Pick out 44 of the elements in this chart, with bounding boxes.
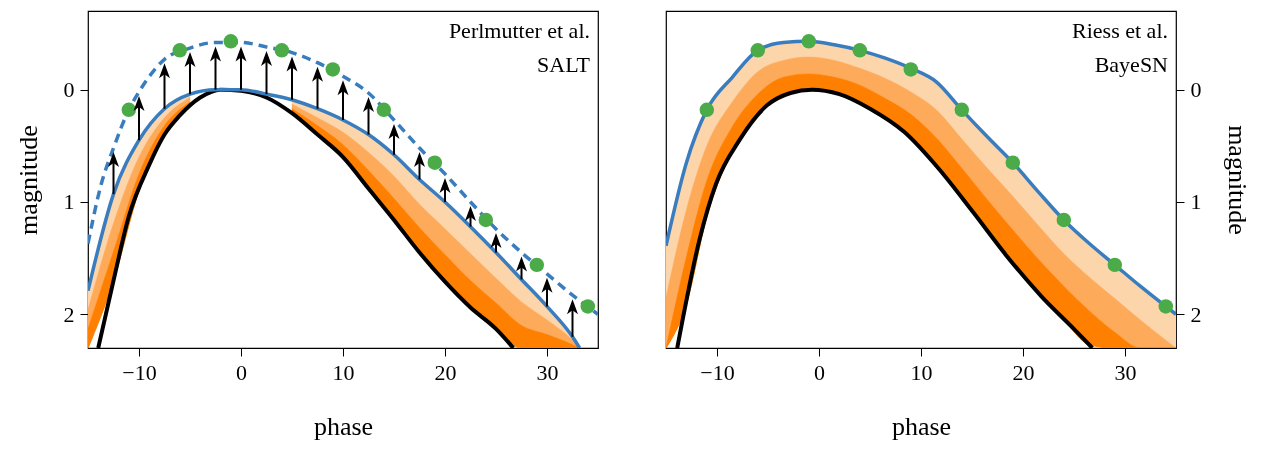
x-tick-label: 0 [814, 359, 825, 385]
point [427, 155, 443, 170]
point [852, 43, 868, 58]
x-tick-label: 30 [1114, 359, 1137, 385]
y2-tick-label: 0 [1190, 77, 1202, 103]
point [954, 102, 970, 118]
point [274, 43, 290, 58]
y2-axis-title: magnitude [1222, 125, 1252, 235]
point [223, 34, 239, 49]
x-tick-label: −10 [700, 359, 735, 385]
point [325, 62, 341, 77]
point [903, 62, 919, 77]
y-tick-label: 2 [63, 301, 75, 327]
x-tick-label: 10 [332, 359, 355, 385]
point [1107, 257, 1123, 273]
annotation: Perlmutter et al. [448, 18, 590, 43]
y-tick-label: 1 [63, 189, 75, 215]
point [750, 43, 766, 58]
point [1005, 155, 1021, 170]
point [801, 34, 817, 49]
y2-tick-label: 2 [1190, 301, 1202, 327]
point [121, 102, 137, 118]
y2-tick-label: 1 [1190, 189, 1202, 215]
y-tick-label: 0 [63, 77, 75, 103]
x-axis-title: phase [313, 411, 374, 441]
point [580, 299, 596, 314]
x-axis-title: phase [891, 411, 952, 441]
point [376, 102, 392, 118]
point [1158, 299, 1174, 314]
x-tick-label: 20 [434, 359, 457, 385]
x-tick-label: −10 [122, 359, 157, 385]
annotation: BayeSN [1094, 52, 1169, 77]
point [699, 102, 715, 118]
point [1056, 212, 1072, 228]
annotation: SALT [537, 52, 591, 77]
x-tick-label: 10 [910, 359, 933, 385]
annotation: Riess et al. [1072, 18, 1168, 43]
x-tick-label: 30 [536, 359, 559, 385]
point [478, 212, 494, 228]
point [529, 257, 545, 273]
x-tick-label: 20 [1012, 359, 1035, 385]
y-axis-title: magnitude [13, 125, 43, 235]
x-tick-label: 0 [236, 359, 247, 385]
point [172, 43, 188, 58]
